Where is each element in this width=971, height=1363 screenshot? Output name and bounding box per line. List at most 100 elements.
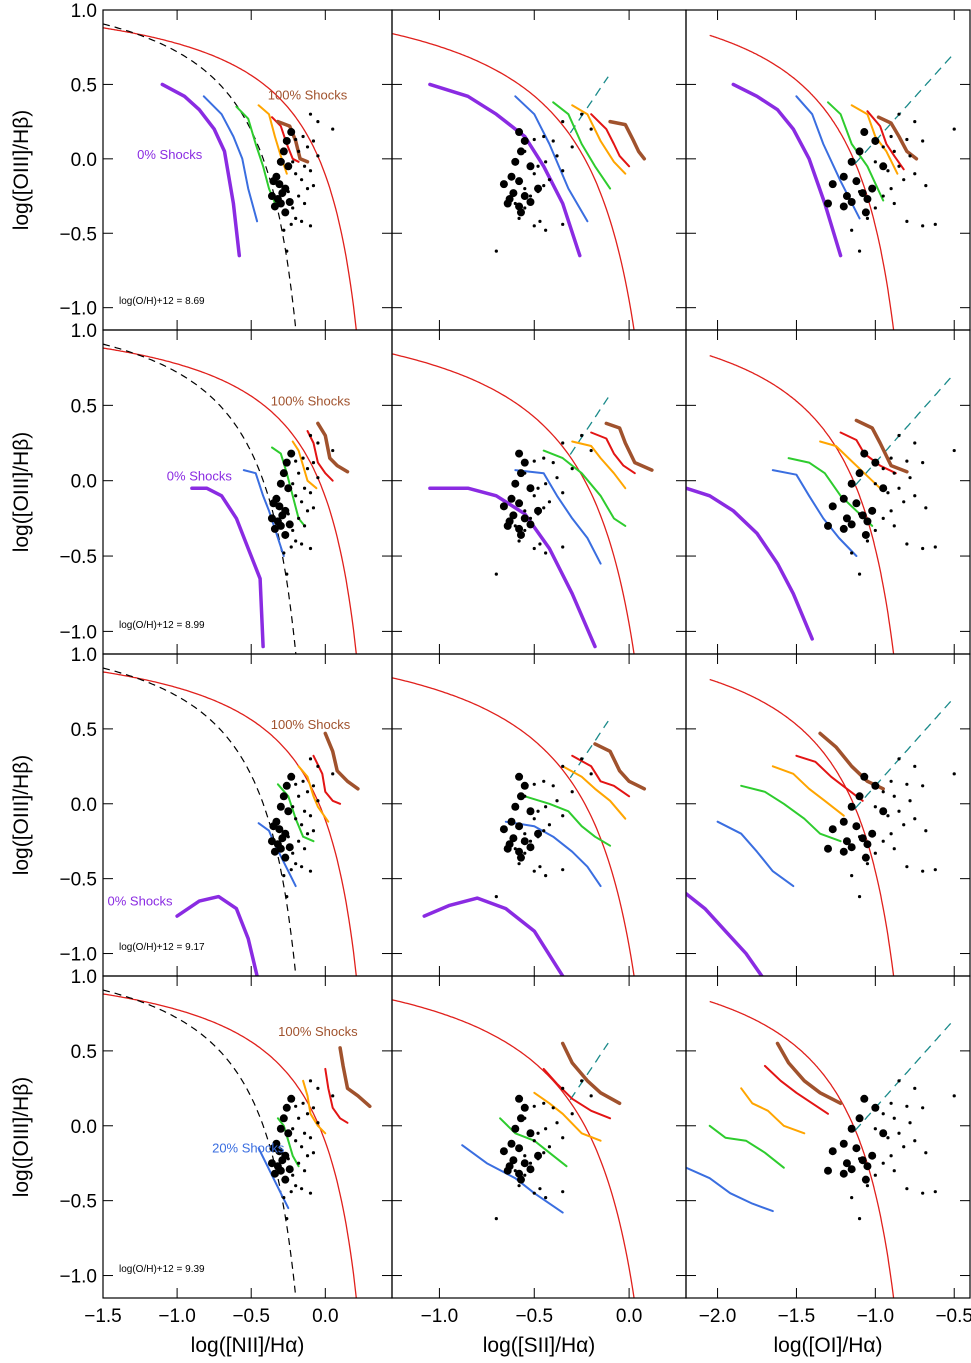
data-point-large — [515, 499, 524, 508]
x-axis-label: log([OI]/Hα) — [774, 1334, 883, 1357]
shock-model-line — [740, 784, 842, 843]
data-point-small — [857, 249, 862, 253]
data-point-small — [532, 137, 536, 142]
data-point-small — [542, 1151, 546, 1155]
data-point-small — [289, 868, 293, 872]
shock-model-line — [542, 1067, 612, 1120]
data-point-small — [311, 1106, 316, 1110]
data-point-small — [924, 184, 928, 188]
data-point-small — [897, 164, 901, 168]
data-point-small — [308, 169, 313, 173]
shock-model-line — [323, 731, 360, 791]
y-tick-label: 1.0 — [71, 321, 97, 342]
data-point-small — [892, 201, 896, 206]
shock-model-line — [740, 1087, 806, 1135]
y-tick-label: 1.0 — [71, 645, 97, 666]
kewley-maximum-starburst-line — [392, 32, 635, 330]
data-point-large — [275, 1147, 284, 1156]
data-point-small — [517, 539, 521, 543]
data-point-small — [308, 546, 313, 551]
data-point-large — [855, 792, 864, 801]
data-point-large — [868, 184, 877, 193]
data-point-small — [532, 224, 536, 228]
y-tick-label: 1.0 — [71, 967, 97, 988]
panel-plot-area — [709, 34, 956, 330]
metallicity-label: log(O/H)+12 = 9.39 — [119, 1264, 205, 1275]
data-point-large — [515, 772, 524, 781]
data-point-small — [285, 1217, 289, 1221]
data-point-small — [305, 832, 310, 836]
data-point-large — [855, 1114, 864, 1123]
kauffmann-line — [103, 343, 297, 654]
data-point-large — [269, 1144, 278, 1153]
data-point-large — [526, 843, 535, 852]
panel-r4-c3: −2.0 −1.5 −1.0 −0.5 log([OI]/Hα) — [685, 975, 971, 1357]
kewley-maximum-starburst-line — [709, 354, 895, 654]
panel-frame — [391, 329, 687, 655]
data-point-large — [509, 189, 518, 198]
seyfert-liner-line — [854, 1020, 954, 1132]
shock-model-line — [686, 891, 764, 976]
data-point-small — [494, 249, 498, 253]
panel-plot-area — [103, 989, 372, 1298]
data-point-small — [294, 1139, 298, 1143]
data-point-small — [902, 500, 906, 504]
data-point-small — [555, 154, 559, 158]
shock-model-line — [561, 765, 627, 820]
shock-model-line — [590, 431, 636, 475]
data-point-small — [897, 486, 901, 490]
data-point-large — [852, 822, 861, 831]
data-point-small — [494, 1217, 498, 1221]
panel-plot-area — [103, 343, 357, 654]
data-point-large — [503, 1166, 512, 1175]
data-point-small — [542, 456, 546, 460]
data-point-small — [952, 448, 956, 453]
data-point-small — [570, 1112, 574, 1116]
data-point-small — [294, 137, 298, 142]
data-point-large — [276, 199, 285, 208]
y-tick-label: −1.0 — [59, 945, 97, 966]
data-point-large — [507, 817, 516, 826]
data-point-small — [881, 516, 885, 520]
data-point-large — [839, 524, 848, 533]
panel-r3-c2 — [391, 653, 687, 977]
data-point-large — [515, 1094, 524, 1103]
data-point-large — [871, 781, 880, 790]
data-point-small — [889, 779, 893, 783]
shock-model-line — [604, 421, 654, 472]
data-point-small — [905, 137, 909, 142]
data-point-large — [861, 208, 870, 217]
data-point-large — [847, 1165, 856, 1174]
data-point-large — [847, 157, 856, 166]
data-point-small — [301, 779, 305, 783]
data-point-large — [499, 825, 508, 834]
data-point-large — [847, 520, 856, 529]
data-point-small — [952, 772, 956, 776]
kewley-maximum-starburst-line — [709, 34, 895, 330]
data-point-small — [291, 482, 295, 486]
shock-annotation: 0% Shocks — [108, 894, 174, 909]
data-point-large — [842, 837, 851, 846]
data-point-small — [523, 509, 527, 513]
data-point-small — [881, 145, 885, 149]
data-point-small — [913, 764, 917, 768]
data-point-small — [905, 542, 909, 546]
shock-model-line — [306, 430, 334, 482]
data-point-small — [297, 1161, 301, 1165]
y-tick-label: 0.0 — [71, 472, 97, 493]
data-point-small — [889, 456, 893, 460]
panel-frame — [102, 653, 393, 977]
shock-model-line — [795, 754, 864, 802]
data-point-small — [494, 572, 498, 576]
data-point-small — [905, 219, 909, 223]
data-point-small — [282, 1196, 286, 1200]
data-point-large — [276, 157, 285, 166]
data-point-large — [285, 198, 294, 206]
shock-model-line — [686, 486, 814, 641]
data-point-small — [544, 551, 548, 555]
data-point-large — [863, 1162, 872, 1171]
data-point-large — [871, 1103, 880, 1112]
shock-annotation: 100% Shocks — [271, 393, 351, 408]
data-point-large — [267, 514, 276, 523]
data-point-small — [302, 847, 307, 851]
